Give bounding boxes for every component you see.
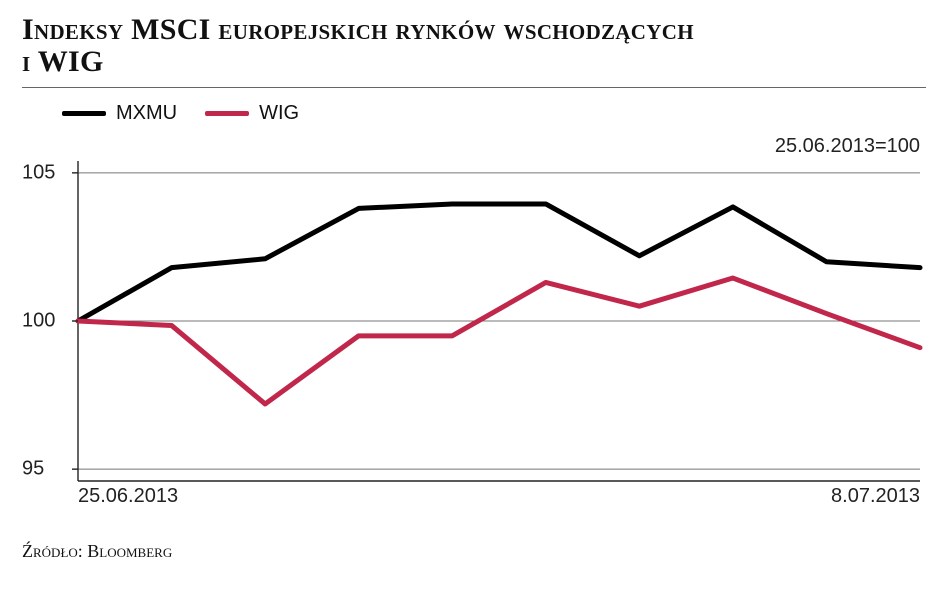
title-rule: [22, 87, 926, 88]
legend-item-wig: WIG: [205, 102, 299, 125]
legend-label-mxmu: MXMU: [116, 102, 177, 125]
line-chart-svg: [22, 133, 926, 513]
chart-page: Indeksy MSCI europejskich rynków wschodz…: [0, 0, 948, 593]
chart-title: Indeksy MSCI europejskich rynków wschodz…: [22, 14, 926, 77]
chart-area: 25.06.2013=100 105 100 95 25.06.2013 8.0…: [22, 133, 926, 513]
source-label: Źródło: Bloomberg: [22, 541, 926, 562]
legend-swatch-wig: [205, 111, 249, 116]
legend-item-mxmu: MXMU: [62, 102, 177, 125]
legend-swatch-mxmu: [62, 111, 106, 116]
series-wig: [78, 278, 920, 404]
legend: MXMU WIG: [22, 94, 926, 133]
legend-label-wig: WIG: [259, 102, 299, 125]
chart-title-line2: i WIG: [22, 45, 104, 78]
chart-title-line1: Indeksy MSCI europejskich rynków wschodz…: [22, 13, 694, 46]
